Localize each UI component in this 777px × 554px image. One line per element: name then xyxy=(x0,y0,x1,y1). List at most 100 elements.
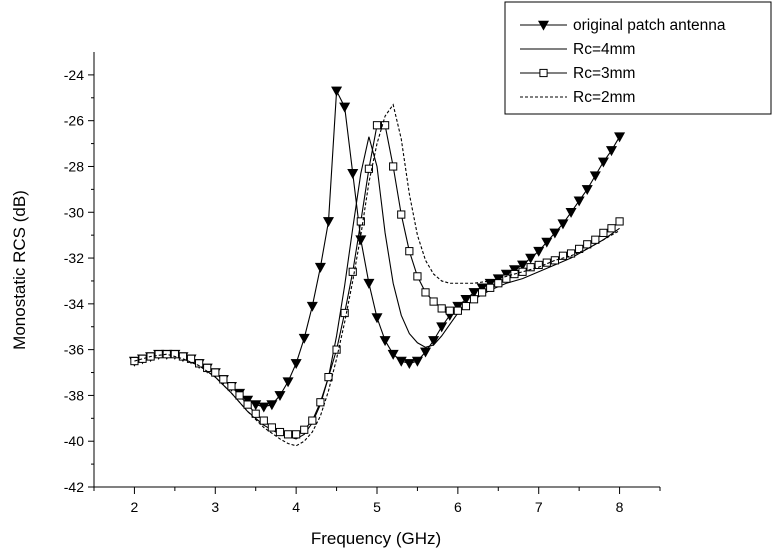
data-point xyxy=(436,322,448,333)
data-point xyxy=(219,375,228,384)
y-tick-label: -28 xyxy=(64,158,84,174)
data-point xyxy=(347,169,359,179)
data-point xyxy=(565,207,577,218)
x-tick-label: 3 xyxy=(211,499,219,515)
y-tick-label: -34 xyxy=(64,296,84,312)
data-point xyxy=(397,210,406,219)
legend-box xyxy=(504,1,772,115)
data-point xyxy=(243,400,252,409)
data-point xyxy=(372,121,382,130)
data-point xyxy=(525,253,537,264)
legend-marker xyxy=(537,20,550,31)
data-point xyxy=(259,416,268,425)
data-point xyxy=(275,427,285,437)
data-point xyxy=(227,382,236,391)
data-point xyxy=(251,409,260,418)
data-point xyxy=(478,288,487,297)
data-point xyxy=(387,349,399,360)
data-point xyxy=(258,402,270,413)
data-point xyxy=(306,301,318,312)
y-tick-label: -24 xyxy=(64,67,84,83)
data-point xyxy=(138,354,147,363)
data-point xyxy=(340,308,349,318)
x-tick-label: 8 xyxy=(616,499,624,515)
data-point xyxy=(542,258,551,267)
data-point xyxy=(322,217,334,228)
data-point xyxy=(445,306,454,315)
data-point xyxy=(615,217,624,226)
data-point xyxy=(331,86,343,97)
legend: original patch antenna Rc=4mm Rc=3mm Rc=2mm xyxy=(504,1,772,115)
data-point xyxy=(178,352,188,361)
data-point xyxy=(170,350,179,359)
data-point xyxy=(154,350,163,359)
data-point xyxy=(211,368,220,377)
data-point xyxy=(267,423,276,432)
series-1 xyxy=(134,136,620,440)
series-line xyxy=(134,136,620,440)
x-tick-label: 6 xyxy=(454,499,462,515)
data-point xyxy=(348,267,357,276)
data-point xyxy=(429,297,438,306)
data-point xyxy=(420,347,432,358)
data-point xyxy=(298,333,310,344)
x-axis-label: Frequency (GHz) xyxy=(311,529,441,548)
data-point xyxy=(575,244,584,253)
data-point xyxy=(605,146,617,157)
data-point xyxy=(379,336,391,347)
data-point xyxy=(517,260,529,271)
data-point xyxy=(389,162,398,171)
data-point xyxy=(583,240,592,249)
data-point xyxy=(403,359,415,369)
data-point xyxy=(405,247,414,256)
data-point xyxy=(437,304,446,313)
data-point xyxy=(589,171,601,182)
x-tick-label: 5 xyxy=(373,499,381,515)
data-point xyxy=(300,425,309,434)
data-point xyxy=(186,354,196,363)
data-point xyxy=(428,336,440,347)
data-point xyxy=(235,391,244,400)
data-point xyxy=(557,219,569,230)
data-point xyxy=(533,246,545,257)
data-point xyxy=(421,288,430,297)
data-point xyxy=(290,359,302,369)
data-point xyxy=(364,164,374,173)
data-point xyxy=(250,400,262,411)
data-point xyxy=(541,237,553,248)
data-point xyxy=(371,313,383,324)
plot-area: 2 3 4 5 6 7 8 -42 -40 -38 -36 -34 -32 -30 -28 -26 -24 xyxy=(64,52,661,515)
data-point xyxy=(274,391,286,402)
series-0 xyxy=(128,86,626,413)
data-point xyxy=(283,430,293,439)
data-point xyxy=(468,288,480,299)
data-point xyxy=(162,350,171,359)
data-point xyxy=(607,224,616,233)
data-point xyxy=(558,251,568,260)
data-point xyxy=(314,262,326,273)
data-point xyxy=(518,267,527,276)
data-point xyxy=(266,400,278,411)
y-tick-label: -32 xyxy=(64,250,84,266)
data-point xyxy=(282,377,294,388)
legend-label: original patch antenna xyxy=(573,17,726,34)
data-point xyxy=(292,430,301,439)
series-line xyxy=(134,124,620,435)
data-point xyxy=(591,235,600,244)
data-point xyxy=(413,272,422,281)
data-point xyxy=(550,256,559,265)
y-tick-label: -26 xyxy=(64,113,84,129)
data-point xyxy=(203,363,212,373)
y-tick-label: -42 xyxy=(64,479,84,495)
data-point xyxy=(356,217,365,226)
y-tick-label: -38 xyxy=(64,387,84,403)
data-point xyxy=(469,295,479,304)
data-point xyxy=(549,228,561,239)
data-point xyxy=(486,283,495,292)
data-point xyxy=(195,359,204,368)
data-point xyxy=(460,294,472,305)
data-point xyxy=(380,121,390,130)
data-point xyxy=(526,263,535,272)
data-point xyxy=(308,416,317,425)
